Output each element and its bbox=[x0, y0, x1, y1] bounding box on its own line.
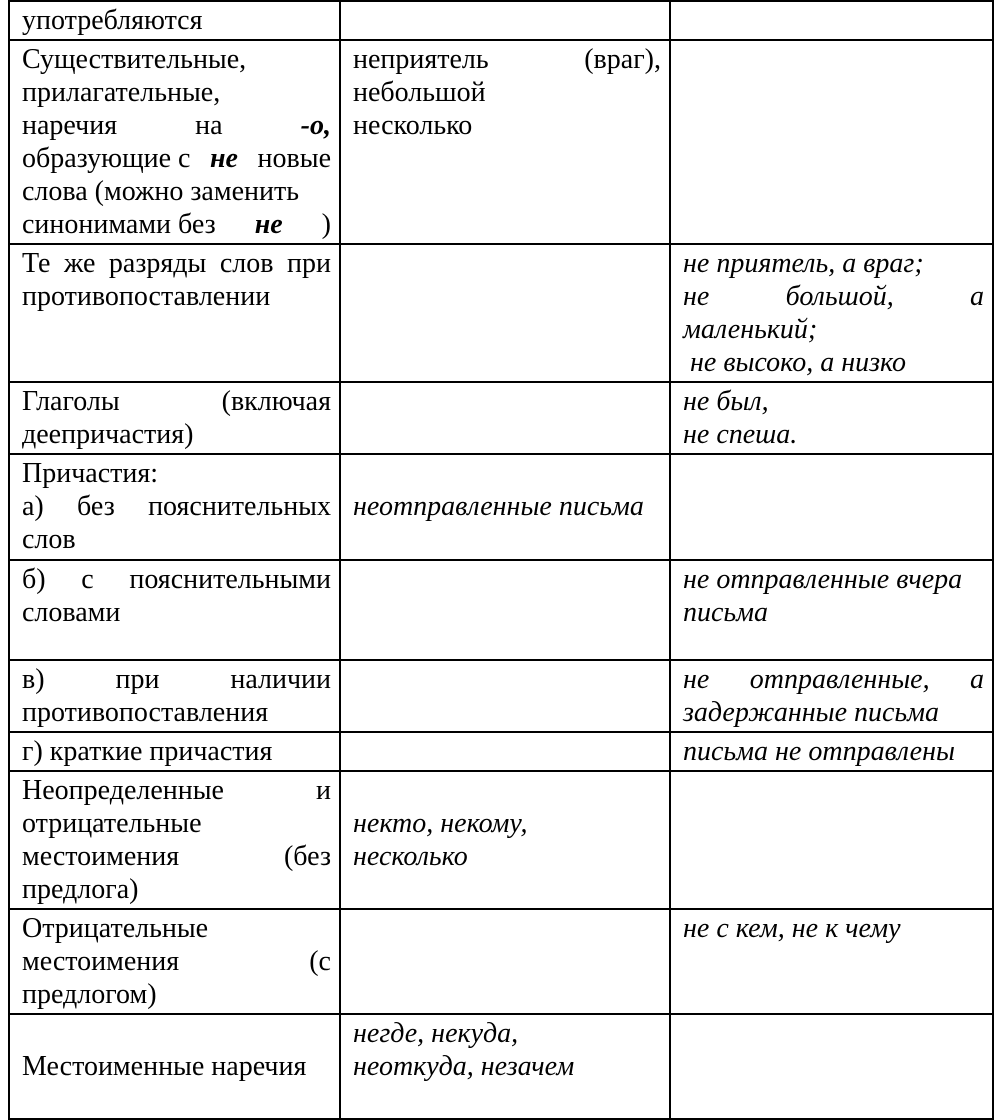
table-cell: Неопределенныеиотрицательныеместоимения(… bbox=[9, 771, 340, 909]
page: употребляются Существительные, прилагате… bbox=[0, 0, 1000, 1087]
table-cell: в)приналичиипротивопоставления bbox=[9, 660, 340, 732]
table-cell: не отправленные вчера письма bbox=[670, 560, 993, 660]
table-body: употребляются Существительные, прилагате… bbox=[9, 1, 993, 1119]
table-row: Неопределенныеиотрицательныеместоимения(… bbox=[9, 771, 993, 909]
table-cell bbox=[340, 560, 670, 660]
table-cell: письма не отправлены bbox=[670, 732, 993, 771]
table-cell: Причастия:а) без пояснительных слов bbox=[9, 454, 340, 559]
table-cell: негде, некуда,неоткуда, незачем bbox=[340, 1014, 670, 1119]
table-cell: Те же разряды слов при противопоставлени… bbox=[9, 244, 340, 382]
table-cell bbox=[340, 909, 670, 1014]
table-cell: неприятель(враг),небольшойнесколько bbox=[340, 40, 670, 244]
table-cell bbox=[340, 660, 670, 732]
table-cell: неотправленные письма bbox=[340, 454, 670, 559]
table-cell bbox=[670, 1014, 993, 1119]
table-row: Отрицательныеместоимения(спредлогом) не … bbox=[9, 909, 993, 1014]
table-row: в)приналичиипротивопоставления неотправл… bbox=[9, 660, 993, 732]
table-row: Причастия:а) без пояснительных слов неот… bbox=[9, 454, 993, 559]
table-cell bbox=[340, 382, 670, 454]
table-row: г) краткие причастия письма не отправлен… bbox=[9, 732, 993, 771]
table-cell: не с кем, не к чему bbox=[670, 909, 993, 1014]
table-row: б) с пояснительными словами не отправлен… bbox=[9, 560, 993, 660]
table-cell: б) с пояснительными словами bbox=[9, 560, 340, 660]
table-cell: неотправленные,азадержанные письма bbox=[670, 660, 993, 732]
table-cell: г) краткие причастия bbox=[9, 732, 340, 771]
table-cell: не был,не спеша. bbox=[670, 382, 993, 454]
table-row: Глаголы(включаядеепричастия) не был,не с… bbox=[9, 382, 993, 454]
table-cell bbox=[340, 1, 670, 40]
table-row: Местоименные наречия негде, некуда,неотк… bbox=[9, 1014, 993, 1119]
table-cell bbox=[340, 732, 670, 771]
table-cell bbox=[670, 1, 993, 40]
table-cell bbox=[670, 771, 993, 909]
table-cell: Глаголы(включаядеепричастия) bbox=[9, 382, 340, 454]
table-cell bbox=[340, 244, 670, 382]
table-cell: Местоименные наречия bbox=[9, 1014, 340, 1119]
grammar-table: употребляются Существительные, прилагате… bbox=[8, 0, 994, 1120]
table-row: Существительные, прилагательные,наречиян… bbox=[9, 40, 993, 244]
table-cell: Отрицательныеместоимения(спредлогом) bbox=[9, 909, 340, 1014]
table-cell: некто, некому,несколько bbox=[340, 771, 670, 909]
table-cell bbox=[670, 40, 993, 244]
table-cell bbox=[670, 454, 993, 559]
table-cell: употребляются bbox=[9, 1, 340, 40]
table-cell: не приятель, а враг;небольшой,амаленький… bbox=[670, 244, 993, 382]
table-row: употребляются bbox=[9, 1, 993, 40]
table-cell: Существительные, прилагательные,наречиян… bbox=[9, 40, 340, 244]
table-row: Те же разряды слов при противопоставлени… bbox=[9, 244, 993, 382]
